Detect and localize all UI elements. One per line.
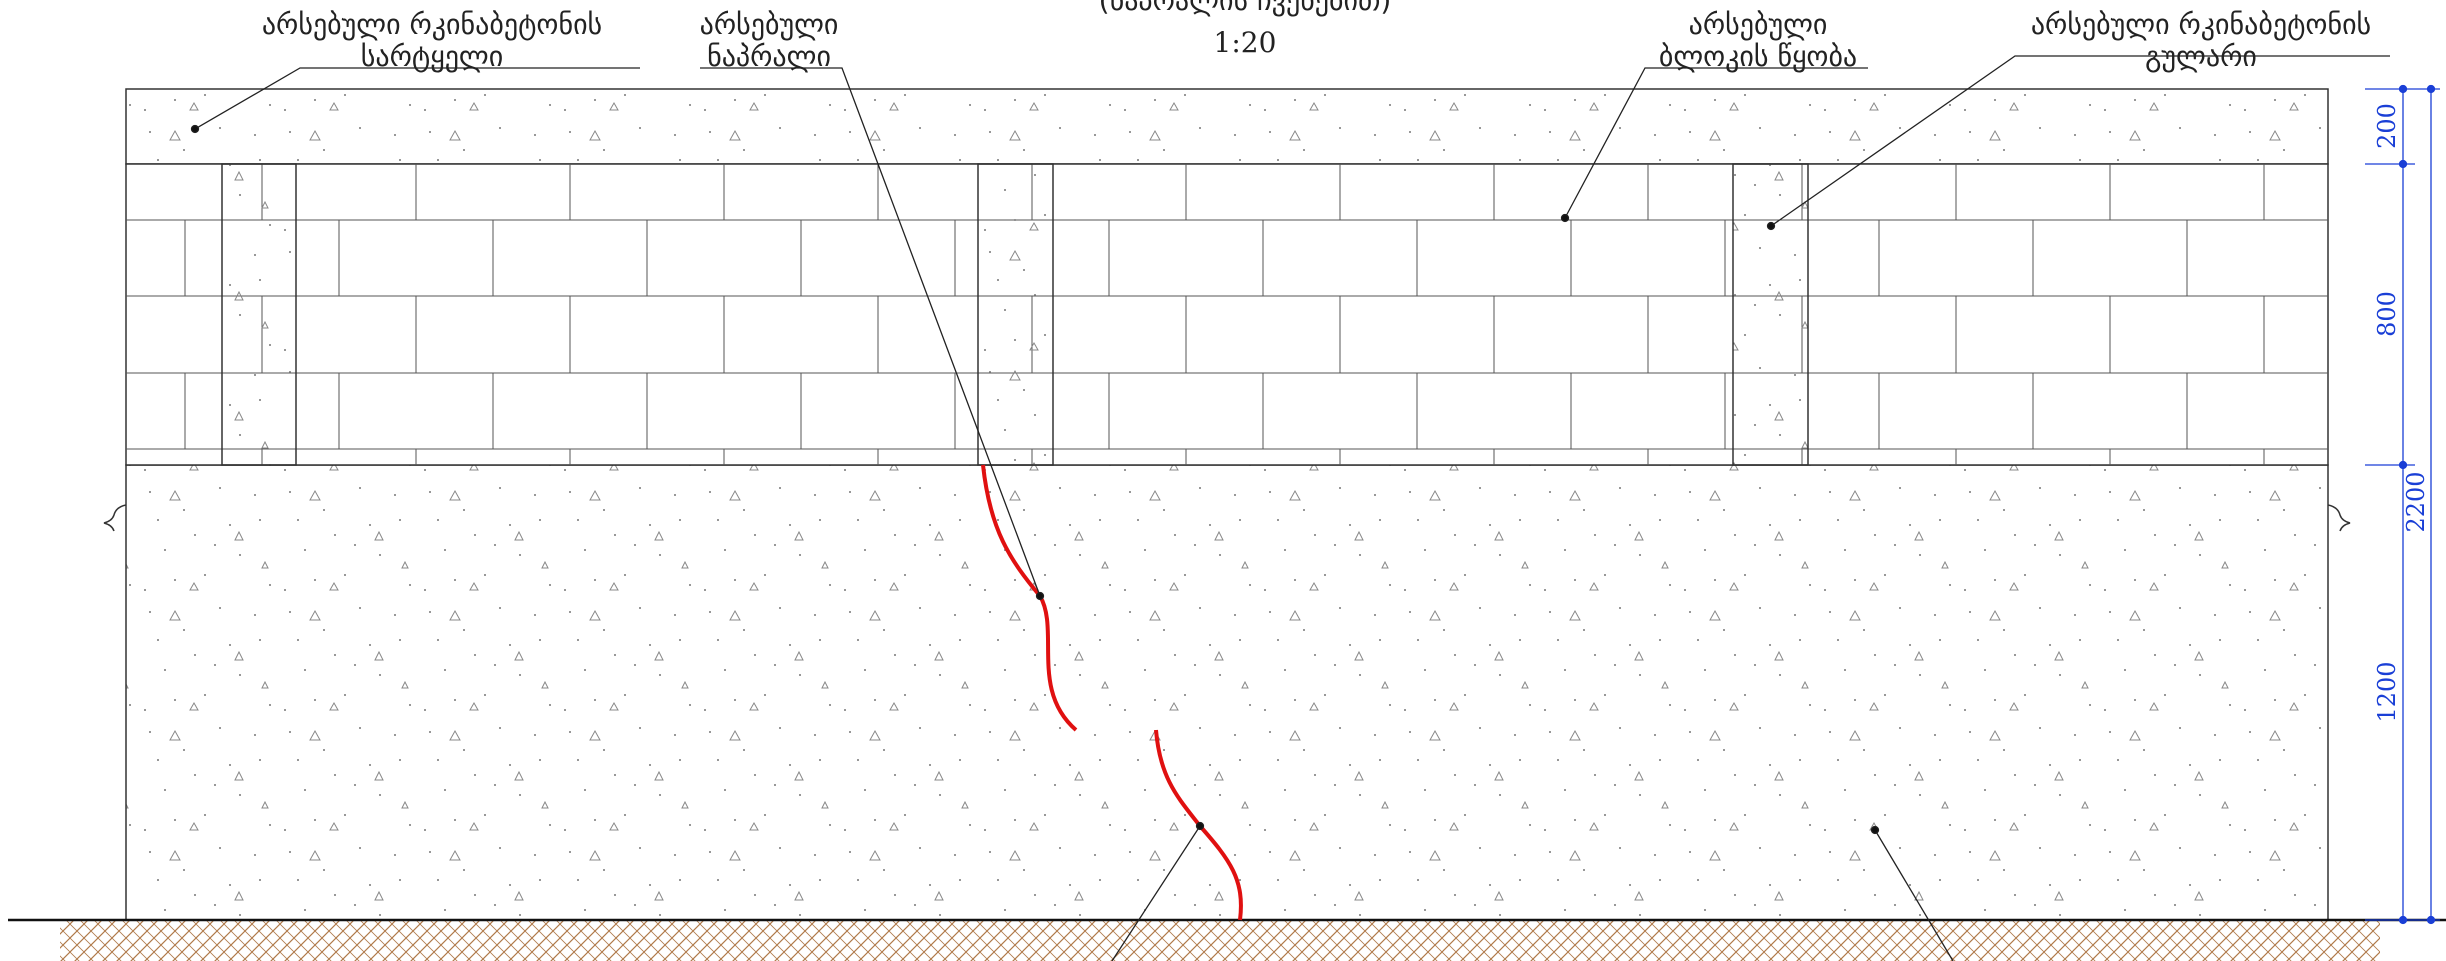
dimension-tick [2398,159,2408,169]
leader-dot [190,124,200,134]
label: არსებული რკინაბეტონის [262,8,602,41]
wall-base [125,464,2329,921]
dimension-tick [2426,84,2436,94]
leader [1874,829,1954,961]
leader [1770,55,2390,227]
break-mark [103,504,127,532]
label: ბლოკის წყობა [1659,40,1857,73]
label: არსებული [700,8,839,41]
dimension-tick [2398,460,2408,470]
label: სარტყელი [361,40,503,73]
dimension-text: 200 [2373,103,2401,149]
masonry [125,163,2329,466]
column [221,163,297,466]
label: არსებული რკინაბეტონის [2031,8,2371,41]
ground-hatch [60,920,2380,961]
dimension-text: 2200 [2402,471,2430,532]
leader-dot [1766,221,1776,231]
dimension-tick [2398,84,2408,94]
leader-dot [1195,821,1205,831]
leader [194,67,640,130]
leader [1111,825,1201,961]
label: არსებული [1689,8,1828,41]
title: (ნაპრალის ჩვენებით) [1099,0,1392,17]
column [977,163,1054,466]
leader-dot [1870,825,1880,835]
dimension-tick [2426,915,2436,925]
belt [125,88,2329,165]
leader-dot [1035,591,1045,601]
dimension-tick [2398,915,2408,925]
break-mark [2327,504,2351,532]
dimension-text: 800 [2373,291,2401,337]
column [1732,163,1809,466]
leader [700,67,1041,597]
scale: 1:20 [1214,26,1277,59]
leader [1564,67,1868,219]
dimension-text: 1200 [2373,661,2401,722]
label: გულარი [2145,40,2257,73]
leader-dot [1560,213,1570,223]
label: ნაპრალი [707,40,831,73]
